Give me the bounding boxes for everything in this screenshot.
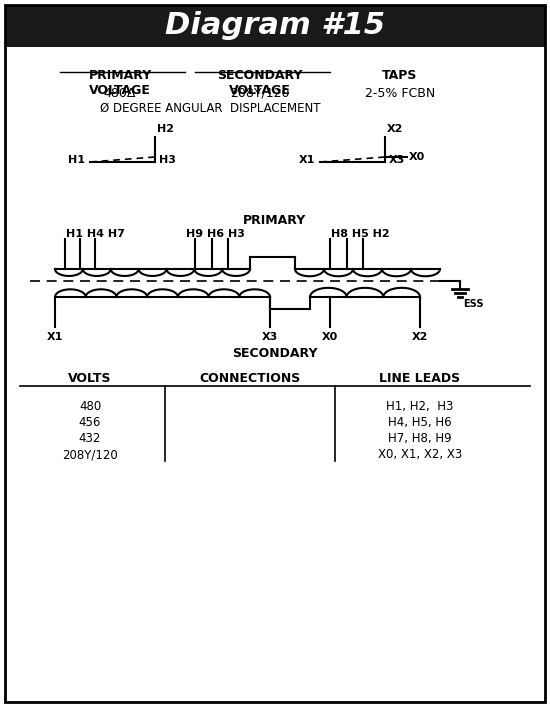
Text: CONNECTIONS: CONNECTIONS [199, 372, 301, 385]
Text: 208Y/120: 208Y/120 [230, 87, 290, 100]
Text: ESS: ESS [463, 299, 483, 309]
Text: X2: X2 [387, 124, 403, 134]
Text: H1, H2,  H3: H1, H2, H3 [386, 400, 454, 413]
Text: X0, X1, X2, X3: X0, X1, X2, X3 [378, 448, 462, 461]
Text: H3: H3 [159, 155, 176, 165]
Text: Diagram #15: Diagram #15 [165, 11, 385, 40]
Text: 2-5% FCBN: 2-5% FCBN [365, 87, 435, 100]
Text: H1: H1 [68, 155, 85, 165]
Text: X0: X0 [322, 332, 338, 342]
Text: SECONDARY: SECONDARY [232, 347, 318, 360]
Text: X2: X2 [412, 332, 428, 342]
Text: SECONDARY
VOLTAGE: SECONDARY VOLTAGE [217, 69, 302, 97]
Text: X3: X3 [389, 155, 405, 165]
Text: 480Δ: 480Δ [104, 87, 136, 100]
Text: H9 H6 H3: H9 H6 H3 [185, 229, 244, 239]
Text: PRIMARY
VOLTAGE: PRIMARY VOLTAGE [89, 69, 152, 97]
Text: 456: 456 [79, 416, 101, 429]
Text: TAPS: TAPS [382, 69, 417, 82]
Text: X0: X0 [409, 151, 425, 161]
Text: X3: X3 [262, 332, 278, 342]
Text: 432: 432 [79, 432, 101, 445]
Text: H4, H5, H6: H4, H5, H6 [388, 416, 452, 429]
Text: 480: 480 [79, 400, 101, 413]
Text: X1: X1 [299, 155, 315, 165]
Text: 208Y/120: 208Y/120 [62, 448, 118, 461]
Text: X1: X1 [47, 332, 63, 342]
FancyBboxPatch shape [5, 5, 545, 47]
Text: Ø DEGREE ANGULAR  DISPLACEMENT: Ø DEGREE ANGULAR DISPLACEMENT [100, 102, 320, 115]
Text: H7, H8, H9: H7, H8, H9 [388, 432, 452, 445]
Text: H8 H5 H2: H8 H5 H2 [331, 229, 389, 239]
Text: H1 H4 H7: H1 H4 H7 [65, 229, 124, 239]
Text: VOLTS: VOLTS [68, 372, 112, 385]
Text: PRIMARY: PRIMARY [243, 214, 307, 227]
Text: LINE LEADS: LINE LEADS [379, 372, 460, 385]
Text: H2: H2 [157, 124, 174, 134]
